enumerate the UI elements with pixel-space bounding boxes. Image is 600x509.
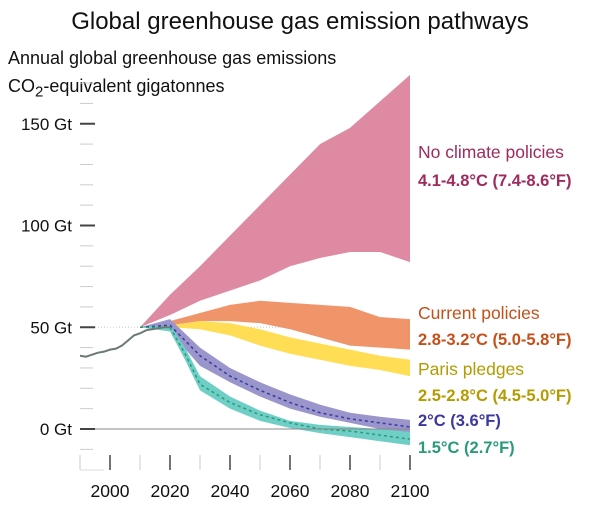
band-no-policy (140, 74, 410, 328)
unit-sub: 2 (35, 83, 44, 101)
x-tick-label: 2060 (271, 481, 310, 501)
y-tick-label: 50 Gt (30, 318, 72, 337)
band-1-5c (140, 325, 410, 446)
legend-current-range: 2.8-3.2°C (5.0-5.8°F) (418, 331, 572, 349)
legend-paris-range: 2.5-2.8°C (4.5-5.0°F) (418, 387, 572, 405)
historical-line (79, 326, 170, 358)
y-tick-label: 0 Gt (40, 420, 72, 439)
x-tick-label: 2000 (91, 481, 130, 501)
legend-2c: 2°C (3.6°F) (418, 412, 501, 430)
chart-subtitle: Annual global greenhouse gas emissions (8, 48, 337, 68)
legend-no-policy-range: 4.1-4.8°C (7.4-8.6°F) (418, 172, 572, 190)
y-tick-label: 150 Gt (21, 115, 72, 134)
x-tick-label: 2020 (151, 481, 190, 501)
legend-no-policy-name: No climate policies (418, 142, 564, 162)
x-tick-label: 2100 (391, 481, 430, 501)
y-axis-unit: CO2-equivalent gigatonnes (8, 76, 224, 101)
legend-1-5c: 1.5°C (2.7°F) (418, 439, 515, 457)
band-1-5c-median (140, 326, 411, 440)
band-2c-median (139, 324, 411, 428)
legend-paris-name: Paris pledges (418, 359, 525, 379)
band-paris-pledges (140, 321, 410, 377)
chart-title: Global greenhouse gas emission pathways (71, 8, 529, 35)
unit-rest: -equivalent gigatonnes (43, 76, 225, 96)
x-tick-label: 2040 (211, 481, 250, 501)
unit-co: CO (8, 76, 35, 96)
legend-current-name: Current policies (418, 303, 540, 323)
x-tick-label: 2080 (331, 481, 370, 501)
band-current-policies (140, 300, 410, 350)
y-tick-label: 100 Gt (21, 217, 72, 236)
